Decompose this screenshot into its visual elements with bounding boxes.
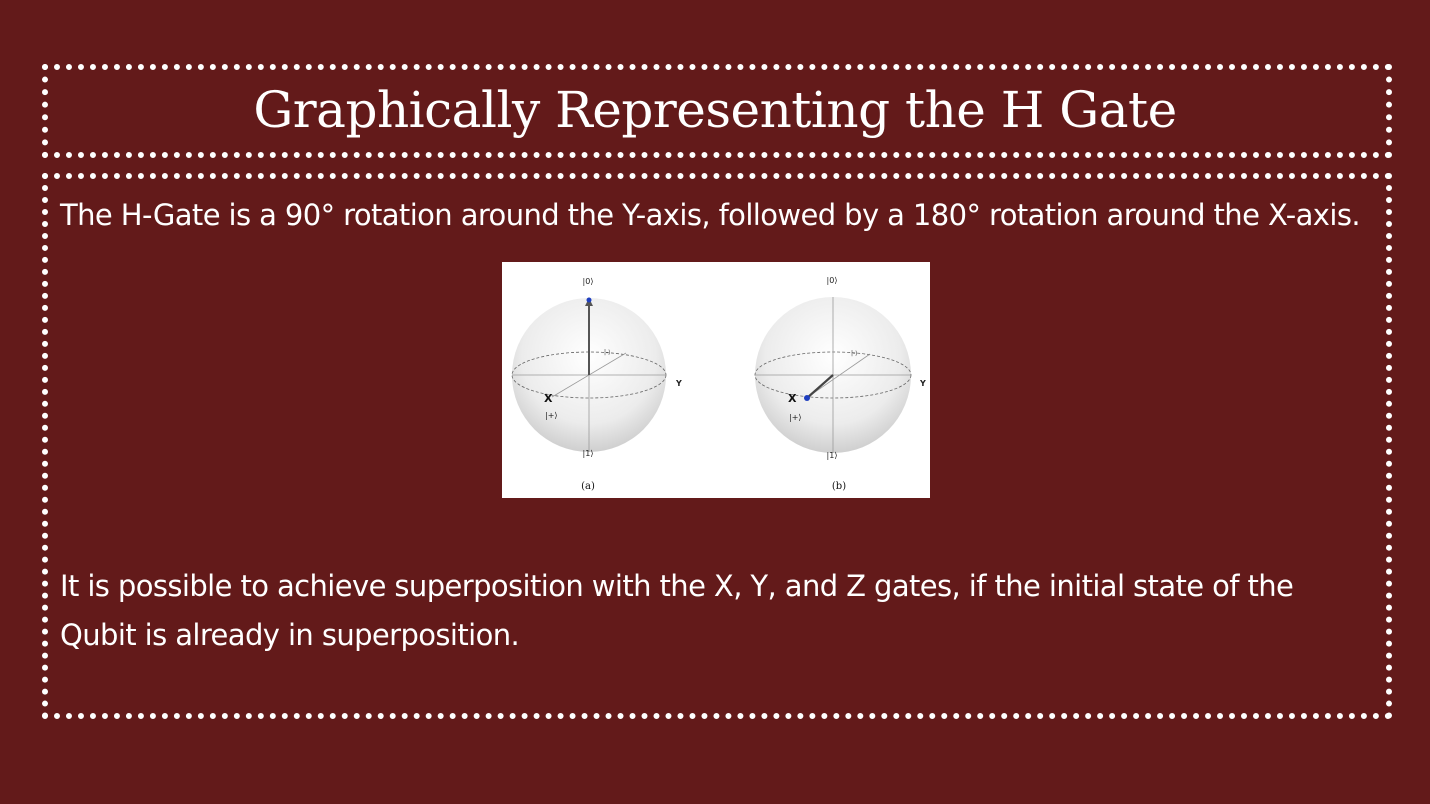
state-vector-b xyxy=(806,374,834,399)
content-frame xyxy=(42,173,1392,719)
ket-plus-label-b: |+⟩ xyxy=(789,413,802,422)
superposition-note: It is possible to achieve superposition … xyxy=(60,569,1294,652)
y-axis-label-b: Y xyxy=(919,379,926,388)
ket-one-label-a: |1⟩ xyxy=(583,449,594,458)
caption-a: (a) xyxy=(581,481,595,492)
x-axis-label-a: X xyxy=(544,392,553,405)
state-dot-b xyxy=(804,395,810,401)
ket-minus-label-a: |-⟩ xyxy=(604,349,611,356)
ket-zero-label-a: |0⟩ xyxy=(583,277,594,286)
y-axis-label-a: Y xyxy=(675,379,682,388)
x-axis-label-b: X xyxy=(788,392,797,405)
slide-title: Graphically Representing the H Gate xyxy=(253,81,1177,139)
state-dot-a xyxy=(586,297,592,303)
ket-one-label-b: |1⟩ xyxy=(827,451,838,460)
ket-zero-label-b: |0⟩ xyxy=(827,276,838,285)
bloch-sphere-a: |0⟩ |-⟩ Y X |+⟩ |1⟩ (a) xyxy=(511,277,682,492)
caption-b: (b) xyxy=(832,481,846,492)
title-frame xyxy=(42,64,1392,158)
bloch-sphere-b: |0⟩ |-⟩ Y X |+⟩ |1⟩ (b) xyxy=(754,276,926,492)
ket-plus-label-a: |+⟩ xyxy=(545,411,558,420)
bloch-sphere-figure: |0⟩ |-⟩ Y X |+⟩ |1⟩ (a) |0⟩ |-⟩ xyxy=(502,262,930,498)
h-gate-description: The H-Gate is a 90° rotation around the … xyxy=(60,198,1361,232)
ket-minus-label-b: |-⟩ xyxy=(851,350,858,357)
